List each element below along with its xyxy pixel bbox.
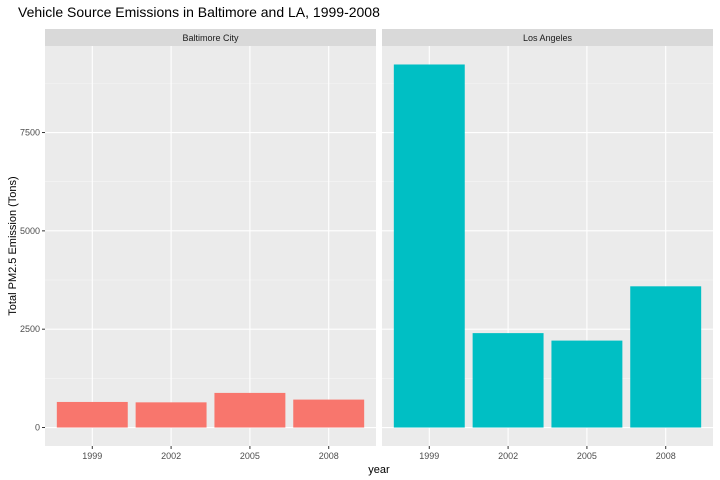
bars — [393, 64, 702, 428]
x-tick-label: 2005 — [240, 451, 260, 461]
bars — [56, 392, 365, 428]
x-tick-label: 2002 — [498, 451, 518, 461]
x-tick-label: 2005 — [577, 451, 597, 461]
y-tick-label: 2500 — [20, 324, 40, 334]
chart-title: Vehicle Source Emissions in Baltimore an… — [18, 4, 380, 20]
bar-2002 — [135, 402, 207, 428]
y-axis-title: Total PM2.5 Emission (Tons) — [7, 176, 19, 315]
strip-background — [45, 29, 376, 46]
x-tick-label: 2008 — [656, 451, 676, 461]
panel-baltimore-city: Baltimore City — [45, 29, 376, 446]
bar-2008 — [630, 286, 702, 428]
y-tick-label: 0 — [35, 423, 40, 433]
panel-background — [45, 46, 376, 446]
x-tick-label: 1999 — [419, 451, 439, 461]
panel-los-angeles: Los Angeles — [382, 29, 713, 446]
x-tick-label: 2002 — [161, 451, 181, 461]
y-tick-label: 7500 — [20, 128, 40, 138]
strip-label-los-angeles: Los Angeles — [523, 33, 573, 43]
bar-2005 — [551, 340, 623, 428]
x-tick-label: 2008 — [319, 451, 339, 461]
x-axis-title: year — [368, 464, 390, 476]
x-tick-label: 1999 — [82, 451, 102, 461]
bar-2008 — [293, 399, 365, 428]
bar-1999 — [393, 64, 465, 428]
y-axis: 0 2500 5000 7500 — [20, 128, 45, 433]
bar-1999 — [56, 401, 128, 428]
y-tick-label: 5000 — [20, 226, 40, 236]
bar-2005 — [214, 392, 286, 428]
strip-label-baltimore-city: Baltimore City — [182, 33, 239, 43]
x-axis: 1999 2002 2005 2008 1999 2002 2005 2008 — [82, 446, 676, 461]
gridlines — [45, 46, 376, 446]
strip-background — [382, 29, 713, 46]
bar-2002 — [472, 333, 544, 428]
